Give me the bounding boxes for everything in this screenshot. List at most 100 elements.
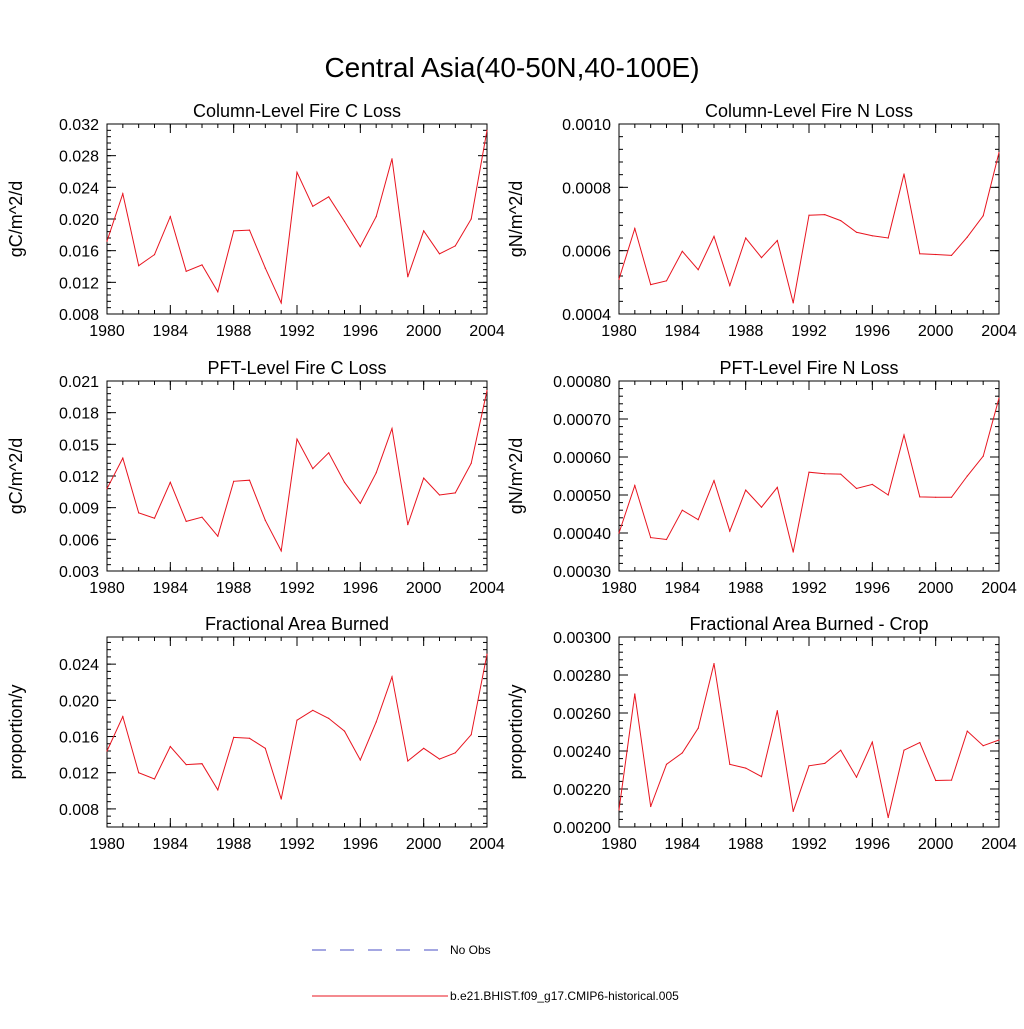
data-point — [296, 719, 298, 721]
data-point — [681, 752, 683, 754]
data-point — [634, 484, 636, 487]
x-tick-label: 2000 — [918, 580, 954, 597]
x-tick-label: 2000 — [406, 836, 442, 853]
x-tick-label: 1984 — [665, 580, 701, 597]
data-point — [375, 721, 377, 723]
data-point — [650, 805, 652, 808]
data-point — [745, 767, 747, 769]
data-point — [729, 530, 731, 532]
data-point — [470, 734, 472, 736]
series-line — [618, 152, 1000, 304]
series-line — [106, 390, 488, 553]
x-tick-label: 1988 — [728, 836, 764, 853]
data-point — [122, 716, 124, 718]
panel-title: Column-Level Fire C Loss — [193, 101, 401, 121]
data-point — [950, 254, 953, 256]
x-tick-label: 2000 — [918, 836, 954, 853]
data-point — [650, 284, 652, 286]
y-tick-label: 0.016 — [59, 730, 99, 747]
data-point — [745, 237, 747, 239]
data-point — [634, 227, 636, 230]
y-tick-label: 0.00070 — [553, 412, 611, 429]
legend-model-label: b.e21.BHIST.f09_g17.CMIP6-historical.005 — [450, 989, 679, 1003]
y-tick-label: 0.016 — [59, 244, 99, 261]
data-point — [871, 235, 873, 237]
y-tick-label: 0.020 — [59, 693, 99, 710]
data-point — [840, 220, 842, 222]
y-tick-label: 0.00040 — [553, 526, 611, 543]
data-point — [998, 151, 1000, 154]
data-point — [618, 809, 620, 811]
panel-4: PFT-Level Fire N Loss gN/m^2/d 1980 1984 198… — [506, 358, 1017, 597]
y-tick-label: 0.0008 — [562, 180, 611, 197]
y-tick-label: 0.00080 — [553, 374, 611, 391]
data-point — [486, 653, 488, 655]
y-tick-label: 0.024 — [59, 657, 99, 674]
y-tick-label: 0.00200 — [553, 820, 611, 837]
data-point — [328, 452, 330, 454]
data-point — [280, 550, 282, 552]
data-point — [713, 663, 715, 665]
y-tick-label: 0.008 — [59, 307, 99, 324]
data-point — [423, 230, 425, 232]
data-point — [438, 758, 441, 760]
data-point — [233, 480, 235, 482]
data-point — [998, 739, 1000, 741]
data-point — [776, 710, 778, 712]
data-point — [391, 158, 393, 160]
y-axis-label: gC/m^2/d — [6, 181, 26, 257]
data-point — [919, 496, 921, 498]
data-point — [824, 214, 826, 216]
y-tick-label: 0.024 — [59, 180, 99, 197]
data-point — [328, 196, 330, 198]
y-axis-label: gN/m^2/d — [506, 181, 526, 257]
data-point — [201, 516, 203, 518]
data-point — [903, 173, 905, 175]
data-point — [343, 481, 346, 483]
data-point — [248, 479, 251, 481]
plot-frame — [106, 380, 488, 572]
data-point — [887, 237, 889, 239]
y-tick-label: 0.020 — [59, 212, 99, 229]
panel-title: Column-Level Fire N Loss — [705, 101, 913, 121]
data-point — [792, 551, 794, 553]
data-point — [375, 472, 377, 474]
data-point — [185, 764, 187, 766]
data-point — [407, 524, 409, 526]
data-point — [264, 519, 266, 521]
data-point — [935, 253, 937, 256]
x-tick-label: 1988 — [216, 836, 252, 853]
data-point — [328, 717, 330, 720]
data-point — [201, 264, 203, 266]
panel-6: Fractional Area Burned - Crop proportion/… — [506, 614, 1017, 853]
data-point — [776, 239, 778, 242]
data-point — [998, 397, 1000, 399]
data-point — [760, 257, 763, 259]
data-point — [808, 471, 810, 473]
y-tick-label: 0.0010 — [562, 117, 611, 134]
data-point — [919, 742, 921, 744]
legend: No Obs b.e21.BHIST.f09_g17.CMIP6-histori… — [312, 943, 679, 1003]
data-point — [280, 302, 282, 304]
data-point — [312, 205, 314, 207]
data-point — [407, 276, 409, 278]
data-point — [903, 749, 905, 751]
data-point — [650, 537, 652, 539]
data-point — [745, 489, 747, 491]
data-point — [855, 231, 858, 233]
data-point — [697, 519, 699, 521]
series-line — [618, 663, 1000, 818]
data-point — [950, 779, 953, 781]
y-tick-label: 0.012 — [59, 766, 99, 783]
data-point — [697, 269, 699, 271]
data-point — [217, 535, 219, 537]
y-tick-label: 0.00300 — [553, 630, 611, 647]
data-point — [438, 494, 441, 496]
figure-title: Central Asia(40-50N,40-100E) — [324, 52, 699, 83]
data-point — [217, 291, 219, 293]
data-point — [122, 193, 124, 195]
panel-5: Fractional Area Burned proportion/y 1980 19… — [6, 614, 505, 853]
data-point — [840, 749, 842, 751]
y-tick-label: 0.032 — [59, 117, 99, 134]
